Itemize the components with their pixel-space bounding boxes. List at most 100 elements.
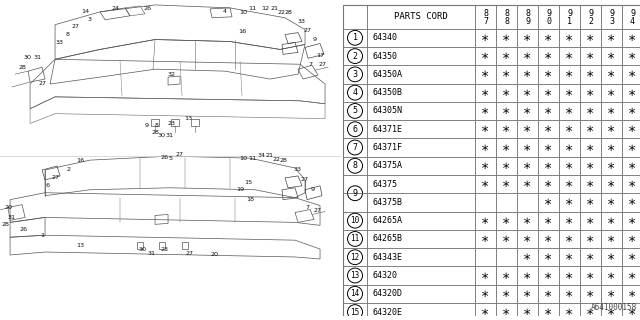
Text: 9: 9	[630, 9, 635, 18]
Bar	[601, 120, 622, 138]
Bar	[367, 175, 475, 193]
Bar	[622, 29, 640, 47]
Bar	[343, 102, 367, 120]
Text: 21: 21	[271, 6, 279, 12]
Text: 7: 7	[353, 143, 358, 152]
Text: ∗: ∗	[565, 232, 573, 246]
Text: ∗: ∗	[545, 140, 553, 155]
Bar	[517, 248, 538, 266]
Text: ∗: ∗	[502, 232, 511, 246]
Text: 3: 3	[609, 17, 614, 26]
Text: 10: 10	[239, 10, 247, 15]
Bar	[343, 212, 367, 230]
Bar	[622, 5, 640, 29]
Text: ∗: ∗	[586, 196, 595, 209]
Text: ∗: ∗	[586, 104, 595, 118]
Text: 64350B: 64350B	[372, 88, 402, 97]
Bar	[580, 138, 601, 157]
Text: ∗: ∗	[565, 68, 573, 81]
Bar	[580, 29, 601, 47]
Bar	[601, 266, 622, 285]
Bar	[622, 303, 640, 320]
Bar	[538, 303, 559, 320]
Bar	[475, 47, 496, 65]
Text: ∗: ∗	[628, 177, 637, 191]
Bar	[559, 266, 580, 285]
Text: ∗: ∗	[481, 104, 490, 118]
Text: 6: 6	[46, 183, 50, 188]
Bar	[601, 157, 622, 175]
Bar	[622, 120, 640, 138]
Text: 9: 9	[525, 17, 530, 26]
Text: ∗: ∗	[481, 287, 490, 301]
Bar	[580, 84, 601, 102]
Bar	[559, 102, 580, 120]
Text: 30: 30	[24, 55, 32, 60]
Text: ∗: ∗	[545, 104, 553, 118]
Bar	[517, 266, 538, 285]
Text: 4: 4	[630, 17, 635, 26]
Bar	[475, 5, 496, 29]
Bar	[496, 84, 517, 102]
Bar	[367, 266, 475, 285]
Bar	[559, 193, 580, 212]
Bar	[601, 193, 622, 212]
Bar	[538, 84, 559, 102]
Bar	[622, 285, 640, 303]
Text: ∗: ∗	[565, 268, 573, 283]
Text: 13: 13	[76, 243, 84, 248]
Text: ∗: ∗	[628, 140, 637, 155]
Bar	[559, 285, 580, 303]
Bar	[622, 157, 640, 175]
Text: ∗: ∗	[481, 214, 490, 228]
Text: 64350: 64350	[372, 52, 397, 60]
Text: ∗: ∗	[545, 49, 553, 63]
Text: 26: 26	[161, 155, 169, 160]
Text: 20: 20	[211, 252, 219, 258]
Text: 31: 31	[166, 133, 174, 138]
Text: 27: 27	[314, 208, 322, 213]
Text: 2: 2	[353, 52, 358, 60]
Text: 8: 8	[155, 123, 159, 128]
Text: ∗: ∗	[628, 214, 637, 228]
Bar	[475, 266, 496, 285]
Text: 8: 8	[504, 9, 509, 18]
Text: ∗: ∗	[524, 49, 532, 63]
Bar	[559, 303, 580, 320]
Text: ∗: ∗	[586, 287, 595, 301]
Bar	[580, 230, 601, 248]
Bar	[580, 5, 601, 29]
Text: ∗: ∗	[565, 214, 573, 228]
Text: 10: 10	[239, 156, 247, 161]
Bar	[367, 193, 475, 212]
Text: ∗: ∗	[586, 305, 595, 319]
Text: 27: 27	[51, 175, 59, 180]
Text: ∗: ∗	[481, 86, 490, 100]
Text: ∗: ∗	[524, 86, 532, 100]
Text: ∗: ∗	[524, 31, 532, 45]
Bar	[559, 248, 580, 266]
Text: 2: 2	[588, 17, 593, 26]
Bar	[580, 285, 601, 303]
Bar	[580, 175, 601, 193]
Text: 4: 4	[223, 9, 227, 14]
Bar	[538, 157, 559, 175]
Text: 20: 20	[4, 205, 12, 210]
Text: 33: 33	[56, 40, 64, 45]
Text: 1: 1	[40, 233, 44, 238]
Bar	[475, 230, 496, 248]
Bar	[622, 138, 640, 157]
Bar	[496, 65, 517, 84]
Bar	[367, 47, 475, 65]
Bar	[580, 47, 601, 65]
Bar	[538, 175, 559, 193]
Bar	[601, 102, 622, 120]
Text: 64305N: 64305N	[372, 107, 402, 116]
Text: ∗: ∗	[586, 214, 595, 228]
Bar	[559, 157, 580, 175]
Text: 10: 10	[351, 216, 360, 225]
Bar	[538, 193, 559, 212]
Text: ∗: ∗	[502, 214, 511, 228]
Bar	[622, 65, 640, 84]
Bar	[496, 5, 517, 29]
